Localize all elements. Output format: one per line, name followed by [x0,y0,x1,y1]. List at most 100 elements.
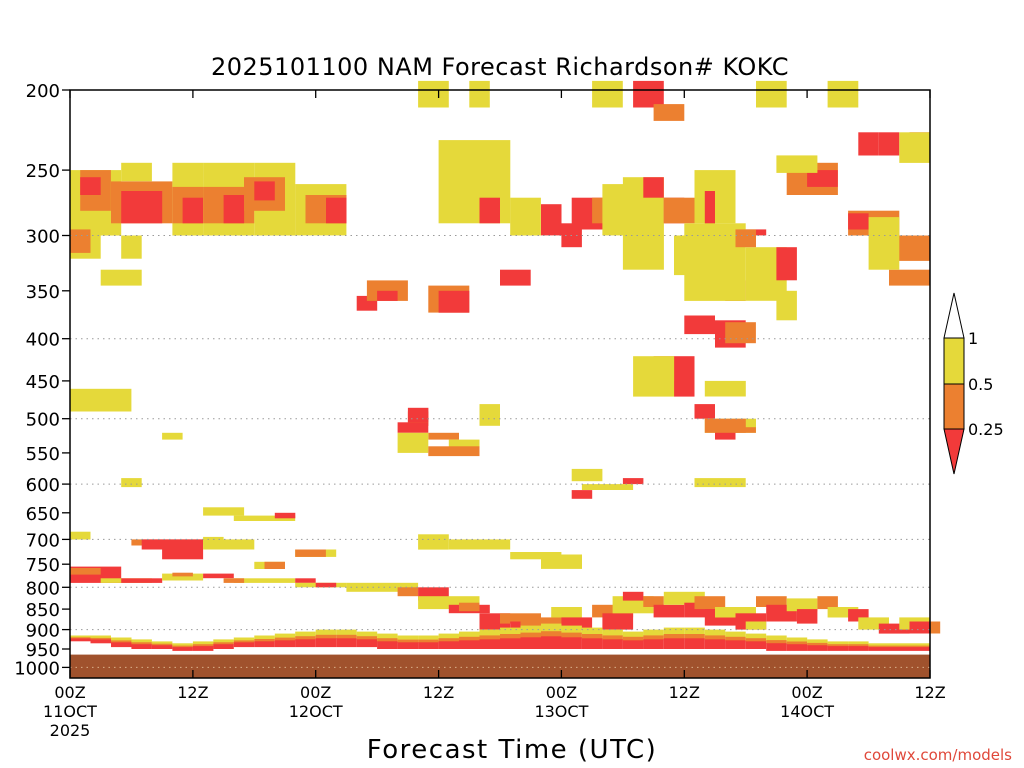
heatmap-cell-90 [428,432,459,440]
heatmap-cell-72 [776,290,797,321]
heatmap-cell-62 [704,191,715,236]
band-low-33 [745,641,767,649]
heatmap-cell-38 [899,132,930,163]
heatmap-cell-32 [653,104,685,121]
band-low-17 [418,642,439,649]
band-mid-2 [111,640,132,643]
heatmap-cell-3 [121,162,152,182]
band-low-25 [581,638,603,649]
heatmap-cell-160 [878,623,910,634]
low-level-band [70,623,930,651]
heatmap-cell-41 [776,155,818,173]
x-tick-label-4-2: 13OCT [534,702,588,721]
x-tick-label-4-1: 00Z [546,683,577,702]
heatmap-cell-143 [643,596,664,607]
heatmap-cell-86 [704,418,746,433]
heatmap-cell-144 [653,604,685,618]
band-mid-27 [622,636,644,642]
x-tick-label-0-1: 00Z [54,683,85,702]
band-high-5 [172,643,193,646]
heatmap-cell-116 [70,568,101,575]
band-low-31 [704,639,726,649]
heatmap-cell-71 [776,247,797,281]
chart-title: 2025101100 NAM Forecast Richardson# KOKC [211,53,789,81]
band-high-8 [233,637,255,641]
band-high-1 [90,635,111,639]
band-high-39 [868,643,890,646]
heatmap-cell-113 [510,552,562,560]
heatmap-cell-45 [889,269,930,286]
band-mid-36 [807,642,828,646]
band-high-14 [356,631,378,637]
band-high-12 [315,629,337,636]
heatmap-cell-110 [295,549,326,557]
heatmap-cell-89 [407,407,429,423]
heatmap-cell-128 [397,587,419,597]
x-tick-label-1-1: 12Z [177,683,208,702]
heatmap-cell-5 [121,191,163,224]
heatmap-cell-163 [930,621,941,634]
heatmap-cell-118 [121,578,163,583]
heatmap-cell-17 [326,197,347,224]
x-tick-label-2-1: 00Z [300,683,331,702]
band-low-9 [254,641,275,648]
band-mid-0 [70,637,91,639]
colorbar-label-2: 0.25 [968,420,1004,439]
heatmap-cell-67 [684,315,715,335]
y-tick-label-850: 850 [26,600,60,621]
heatmap-cell-19 [70,229,91,253]
band-mid-1 [90,637,111,640]
band-mid-35 [786,641,808,645]
colorbar: 1 0.5 0.25 [943,292,1004,475]
heatmap-cell-27 [500,269,531,286]
band-mid-25 [581,634,603,640]
band-mid-19 [459,636,480,642]
band-low-8 [233,642,255,648]
colorbar-label-1: 0.5 [968,375,993,394]
heatmap-cell-43 [848,213,869,230]
heatmap-cell-114 [541,554,582,569]
heatmap-cell-103 [141,539,204,550]
heatmap-cell-147 [694,596,726,610]
band-low-2 [111,642,132,648]
band-mid-41 [909,645,930,648]
heatmap-cell-136 [520,617,562,628]
band-high-6 [192,641,214,645]
heatmap-cell-132 [459,602,480,612]
heatmap-cell-81 [622,478,644,485]
ground-fill [70,654,930,678]
heatmap-cell-85 [715,429,736,440]
heatmap-cell-126 [315,582,337,588]
heatmap-cell-137 [551,607,582,618]
heatmap-cell-77 [694,404,715,419]
band-mid-31 [704,635,726,641]
band-mid-28 [643,635,664,641]
y-tick-label-700: 700 [26,530,60,551]
x-tick-label-0-2: 11OCT [43,702,97,721]
heatmap-cell-14 [254,181,275,201]
gridlines [70,235,930,668]
band-low-38 [848,646,869,651]
heatmap-cell-99 [233,515,296,521]
heatmap-cell-154 [786,598,818,612]
y-tick-label-900: 900 [26,621,60,642]
band-mid-20 [479,635,500,641]
heatmap-cell-87 [479,404,500,426]
x-tick-label-2-2: 12OCT [289,702,343,721]
x-tick-label-3-1: 12Z [423,683,454,702]
band-high-4 [151,641,173,645]
heatmap-cell-64 [684,223,746,301]
band-high-17 [418,635,439,641]
band-mid-38 [848,644,869,647]
band-mid-29 [663,634,685,640]
heatmap-cell-40 [807,170,838,187]
band-mid-22 [520,632,541,639]
band-mid-4 [151,643,173,646]
x-axis-title: Forecast Time (UTC) [367,735,658,765]
y-axis: 200 250 300 350 400 450 500 550 600 650 700 7508008… [14,81,70,679]
band-mid-12 [315,634,337,640]
y-tick-label-1000: 1000 [14,658,60,679]
band-high-25 [581,627,603,636]
band-high-31 [704,629,726,637]
